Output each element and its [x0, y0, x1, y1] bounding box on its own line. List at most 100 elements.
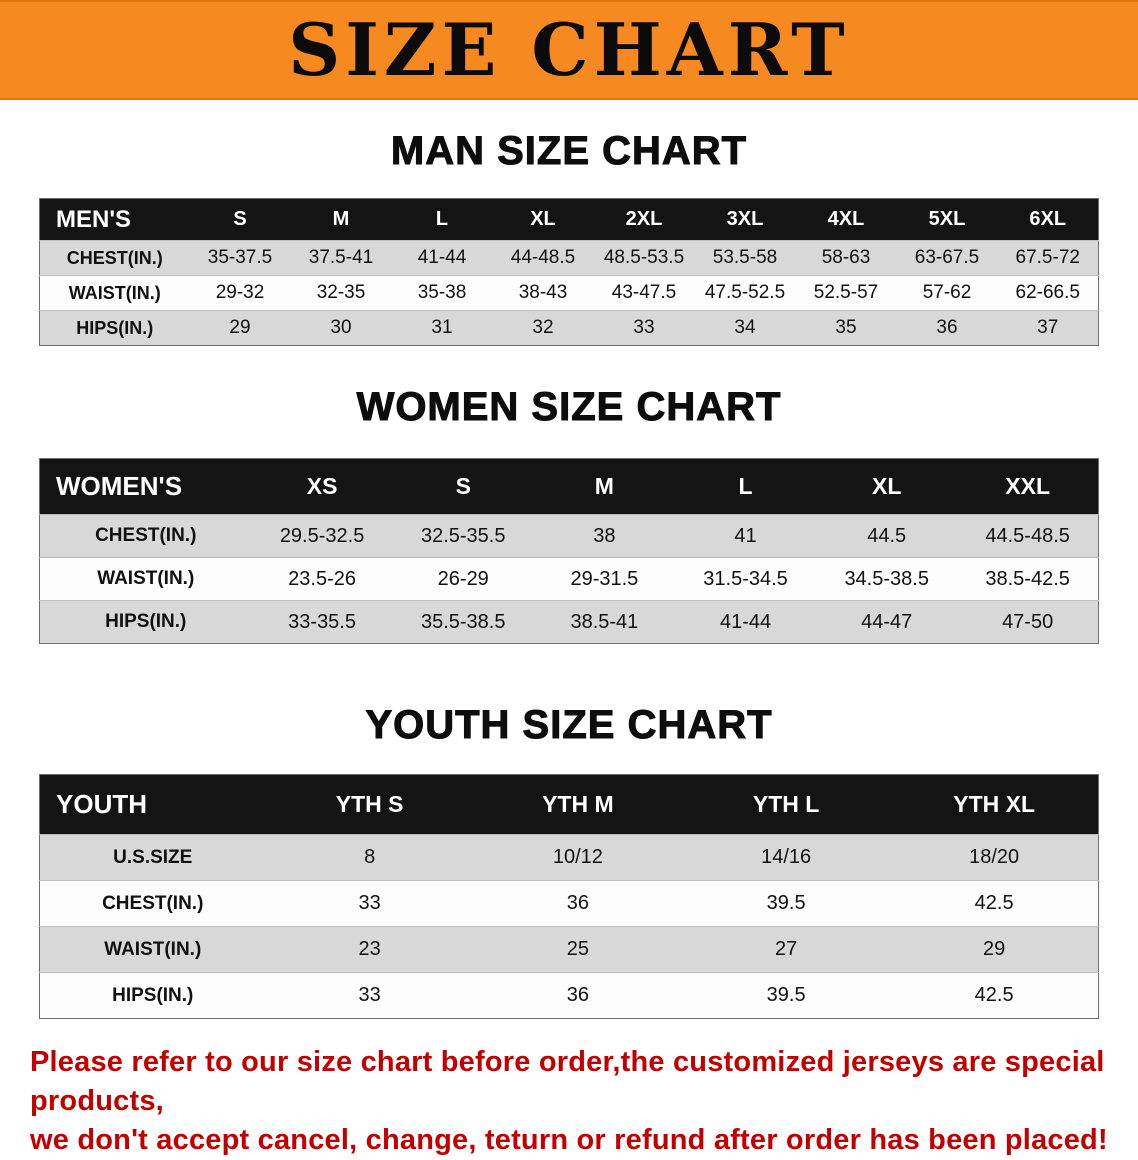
men-size-column-header: XL	[492, 198, 594, 241]
men-size-column-header: 6XL	[997, 198, 1099, 241]
women-size-column-header: XXL	[957, 458, 1099, 515]
men-header-row: MEN'S S M L XL 2XL 3XL 4XL 5XL 6XL	[39, 198, 1099, 241]
men-hips-row: HIPS(IN.) 29 30 31 32 33 34 35 36 37	[39, 310, 1099, 346]
youth-size-column-header: YTH XL	[890, 774, 1099, 835]
women-section-heading: WOMEN SIZE CHART	[356, 385, 782, 430]
size-cell: 33	[265, 880, 474, 927]
size-cell: 38	[533, 514, 675, 558]
size-cell: 25	[473, 926, 682, 973]
size-cell: 41	[674, 514, 817, 558]
size-cell: 35	[795, 310, 897, 346]
women-size-column-header: L	[674, 458, 817, 515]
men-corner-label: MEN'S	[39, 198, 190, 241]
size-cell: 58-63	[795, 240, 897, 276]
size-cell: 39.5	[682, 972, 891, 1019]
banner: SIZE CHART	[0, 0, 1138, 100]
size-cell: 38-43	[492, 275, 594, 311]
size-cell: 18/20	[890, 834, 1099, 881]
women-size-column-header: XL	[816, 458, 958, 515]
size-cell: 26-29	[392, 557, 534, 601]
size-cell: 31	[391, 310, 493, 346]
men-size-column-header: S	[189, 198, 291, 241]
women-waist-row: WAIST(IN.) 23.5-26 26-29 29-31.5 31.5-34…	[39, 557, 1099, 601]
women-section: WOMEN SIZE CHART WOMEN'S XS S M L XL XXL…	[0, 384, 1138, 644]
women-header-row: WOMEN'S XS S M L XL XXL	[39, 458, 1099, 515]
men-size-column-header: M	[290, 198, 392, 241]
row-label: WAIST(IN.)	[39, 557, 252, 601]
youth-size-column-header: YTH M	[473, 774, 682, 835]
size-cell: 67.5-72	[997, 240, 1099, 276]
size-cell: 44.5-48.5	[957, 514, 1099, 558]
size-cell: 63-67.5	[896, 240, 998, 276]
women-corner-label: WOMEN'S	[39, 458, 252, 515]
men-size-column-header: 2XL	[593, 198, 695, 241]
women-chest-row: CHEST(IN.) 29.5-32.5 32.5-35.5 38 41 44.…	[39, 514, 1099, 558]
size-cell: 38.5-41	[533, 600, 675, 644]
size-cell: 36	[473, 972, 682, 1019]
men-size-column-header: 5XL	[896, 198, 998, 241]
size-cell: 53.5-58	[694, 240, 796, 276]
size-cell: 44-47	[816, 600, 958, 644]
row-label: WAIST(IN.)	[39, 926, 266, 973]
size-cell: 35-37.5	[189, 240, 291, 276]
size-cell: 31.5-34.5	[674, 557, 817, 601]
size-cell: 8	[265, 834, 474, 881]
size-cell: 29	[189, 310, 291, 346]
size-cell: 41-44	[674, 600, 817, 644]
men-size-table: MEN'S S M L XL 2XL 3XL 4XL 5XL 6XL CHEST…	[39, 198, 1099, 346]
women-size-column-header: M	[533, 458, 675, 515]
youth-waist-row: WAIST(IN.) 23 25 27 29	[39, 926, 1099, 973]
size-cell: 29-32	[189, 275, 291, 311]
row-label: HIPS(IN.)	[39, 310, 190, 346]
size-cell: 44-48.5	[492, 240, 594, 276]
row-label: U.S.SIZE	[39, 834, 266, 881]
men-chest-row: CHEST(IN.) 35-37.5 37.5-41 41-44 44-48.5…	[39, 240, 1099, 276]
row-label: HIPS(IN.)	[39, 600, 252, 644]
size-cell: 43-47.5	[593, 275, 695, 311]
row-label: WAIST(IN.)	[39, 275, 190, 311]
size-cell: 23	[265, 926, 474, 973]
size-cell: 36	[473, 880, 682, 927]
footer-note: Please refer to our size chart before or…	[0, 1043, 1138, 1160]
footer-line-2: we don't accept cancel, change, teturn o…	[30, 1124, 1108, 1157]
size-cell: 52.5-57	[795, 275, 897, 311]
size-cell: 62-66.5	[997, 275, 1099, 311]
size-cell: 34.5-38.5	[816, 557, 958, 601]
youth-header-row: YOUTH YTH S YTH M YTH L YTH XL	[39, 774, 1099, 835]
size-cell: 42.5	[890, 972, 1099, 1019]
youth-ussize-row: U.S.SIZE 8 10/12 14/16 18/20	[39, 834, 1099, 881]
size-cell: 27	[682, 926, 891, 973]
size-cell: 48.5-53.5	[593, 240, 695, 276]
size-cell: 44.5	[816, 514, 958, 558]
youth-hips-row: HIPS(IN.) 33 36 39.5 42.5	[39, 972, 1099, 1019]
size-cell: 32.5-35.5	[392, 514, 534, 558]
men-size-column-header: 3XL	[694, 198, 796, 241]
youth-corner-label: YOUTH	[39, 774, 266, 835]
size-cell: 33	[593, 310, 695, 346]
size-cell: 29-31.5	[533, 557, 675, 601]
men-section-heading: MAN SIZE CHART	[390, 129, 748, 174]
size-cell: 32-35	[290, 275, 392, 311]
size-cell: 33	[265, 972, 474, 1019]
youth-size-table: YOUTH YTH S YTH M YTH L YTH XL U.S.SIZE …	[39, 774, 1099, 1019]
size-cell: 29	[890, 926, 1099, 973]
row-label: CHEST(IN.)	[39, 514, 252, 558]
row-label: CHEST(IN.)	[39, 240, 190, 276]
size-cell: 14/16	[682, 834, 891, 881]
women-size-table: WOMEN'S XS S M L XL XXL CHEST(IN.) 29.5-…	[39, 458, 1099, 644]
men-size-column-header: L	[391, 198, 493, 241]
row-label: CHEST(IN.)	[39, 880, 266, 927]
size-cell: 10/12	[473, 834, 682, 881]
size-cell: 39.5	[682, 880, 891, 927]
youth-size-column-header: YTH S	[265, 774, 474, 835]
footer-line-1: Please refer to our size chart before or…	[30, 1046, 1105, 1118]
page-title: SIZE CHART	[288, 7, 850, 92]
youth-chest-row: CHEST(IN.) 33 36 39.5 42.5	[39, 880, 1099, 927]
row-label: HIPS(IN.)	[39, 972, 266, 1019]
size-cell: 29.5-32.5	[251, 514, 393, 558]
size-cell: 35.5-38.5	[392, 600, 534, 644]
size-cell: 57-62	[896, 275, 998, 311]
youth-size-column-header: YTH L	[682, 774, 891, 835]
youth-section-heading: YOUTH SIZE CHART	[365, 703, 773, 748]
women-hips-row: HIPS(IN.) 33-35.5 35.5-38.5 38.5-41 41-4…	[39, 600, 1099, 644]
